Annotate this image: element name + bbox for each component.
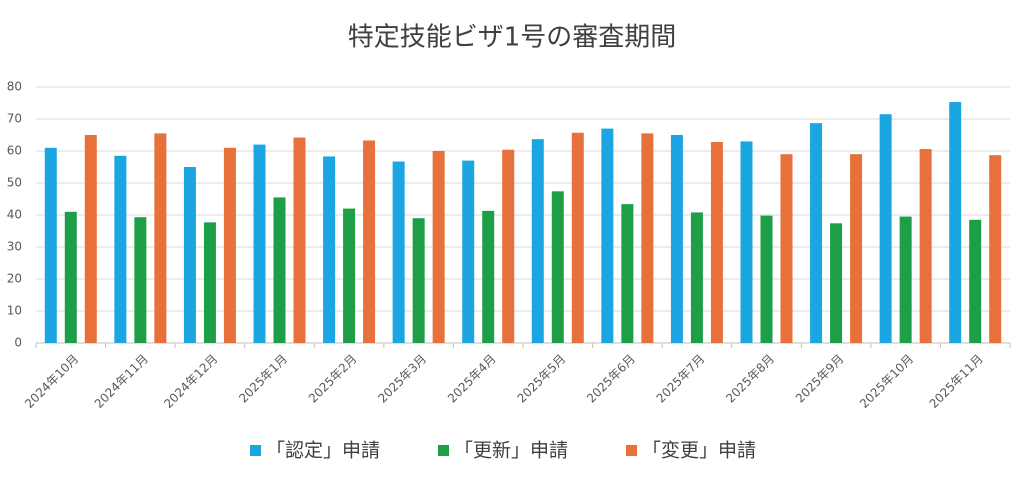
y-tick-label: 50 [7, 176, 22, 190]
bar [502, 149, 515, 343]
bar [343, 208, 356, 343]
bar [780, 154, 793, 343]
y-tick-label: 80 [7, 80, 22, 94]
x-tick-label: 2024年11月 [92, 352, 151, 411]
y-tick-label: 40 [7, 208, 22, 222]
bar [670, 135, 683, 343]
bar [64, 211, 77, 343]
bar [531, 139, 544, 343]
x-tick-label: 2025年3月 [375, 352, 429, 406]
x-tick-label: 2025年5月 [515, 352, 569, 406]
y-tick-label: 30 [7, 240, 22, 254]
legend-label: 「変更」申請 [642, 440, 756, 462]
x-tick-label: 2025年9月 [793, 352, 847, 406]
bar [571, 132, 584, 343]
bar [949, 102, 962, 343]
legend-label: 「更新」申請 [454, 440, 568, 462]
bar [462, 160, 475, 343]
y-tick-label: 70 [7, 112, 22, 126]
bar [810, 123, 823, 343]
bar [114, 155, 127, 343]
x-tick-label: 2025年1月 [236, 352, 290, 406]
bar [323, 156, 336, 343]
y-tick-label: 20 [7, 272, 22, 286]
legend-swatch [438, 445, 449, 456]
bar [203, 222, 216, 343]
bar [134, 217, 147, 343]
legend-label: 「認定」申請 [266, 440, 380, 462]
bar [601, 128, 614, 343]
bar [432, 151, 445, 343]
bar [412, 218, 425, 343]
bar [690, 212, 703, 343]
bar [253, 144, 266, 343]
y-tick-label: 60 [7, 144, 22, 158]
chart-title: 特定技能ビザ1号の審査期間 [348, 23, 677, 53]
x-tick-label: 2025年7月 [654, 352, 708, 406]
bar [44, 147, 57, 343]
bar [293, 137, 306, 343]
x-tick-label: 2025年8月 [723, 352, 777, 406]
legend-swatch [626, 445, 637, 456]
bar [363, 140, 376, 343]
bar [760, 215, 773, 343]
x-tick-label: 2024年10月 [22, 352, 81, 411]
bar [919, 149, 932, 343]
bar [989, 155, 1002, 343]
bar [273, 197, 286, 343]
x-tick-label: 2025年10月 [857, 352, 916, 411]
x-tick-label: 2025年4月 [445, 352, 499, 406]
x-tick-label: 2025年11月 [927, 352, 986, 411]
bar [223, 147, 236, 343]
bar [710, 142, 723, 343]
bar [740, 141, 753, 343]
bar [850, 154, 863, 343]
bar [482, 210, 495, 343]
bar [154, 133, 167, 343]
bar [84, 135, 97, 343]
bar [879, 114, 892, 343]
bar [392, 161, 405, 343]
y-tick-label: 0 [14, 336, 22, 350]
x-tick-label: 2024年12月 [161, 352, 220, 411]
bar [621, 204, 634, 343]
bar [969, 219, 982, 343]
bar [830, 223, 843, 343]
bar [899, 216, 912, 343]
y-tick-label: 10 [7, 304, 22, 318]
x-tick-label: 2025年6月 [584, 352, 638, 406]
legend-swatch [250, 445, 261, 456]
bar [183, 167, 196, 343]
x-tick-label: 2025年2月 [306, 352, 360, 406]
bar [551, 191, 564, 343]
bar [641, 133, 654, 343]
